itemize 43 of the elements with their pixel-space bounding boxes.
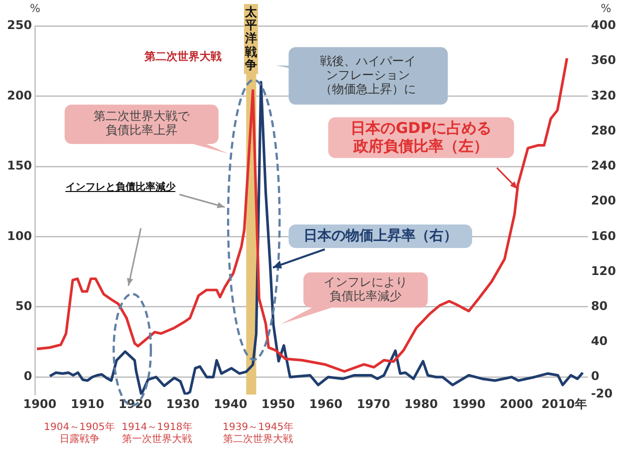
y2-tick-label: 200	[590, 194, 616, 208]
y2-tick-label: 0	[590, 369, 600, 384]
y2-tick-label: 280	[590, 123, 616, 138]
x-tick-label: 1990	[452, 396, 486, 411]
x-tick-label: 1960	[309, 396, 342, 411]
text: 日本の物価上昇率（右）	[302, 226, 458, 246]
annotation: 第二次世界大戦で負債比率上昇	[92, 108, 191, 140]
y2-tick-label: 400	[590, 18, 616, 32]
x-tick-label: 1970	[356, 396, 390, 411]
x-tick-label: 2010年	[541, 396, 587, 411]
y2-tick-label: 80	[590, 298, 608, 313]
x-tick-label: 2000	[500, 396, 534, 411]
annotation: 第二次世界大戦	[144, 50, 222, 63]
annotation: インフレと負債比率減少	[64, 180, 176, 194]
y2-tick-label: 120	[590, 264, 616, 278]
x-tick-label: 1980	[404, 396, 438, 411]
y-tick-label: 250	[6, 18, 32, 32]
text: 1914～1918年第一次世界大戦	[120, 421, 194, 447]
annotation: インフレにより負債比率減少	[322, 274, 409, 306]
x-tick-label: 1940	[214, 396, 248, 411]
x-tick-label: 1950	[261, 396, 295, 411]
annotation: 戦後、ハイパーインフレーション（物価急上昇）に	[319, 53, 418, 98]
band-label: 太平洋戦争	[244, 4, 258, 74]
y-tick-label: 50	[15, 298, 32, 313]
text: 日本のGDPに占める政府負債比率（左）	[350, 118, 492, 157]
y2-tick-label: 320	[590, 88, 616, 102]
y2-tick-label: 240	[590, 158, 616, 173]
x-tick-label: 1920	[118, 396, 152, 411]
y2-axis-title: %	[600, 2, 612, 16]
y-axis-title: %	[28, 2, 42, 16]
y-tick-label: 0	[24, 369, 32, 384]
y2-tick-label: 160	[590, 228, 616, 243]
x-tick-label: 1900	[23, 396, 57, 411]
text: 1939～1945年第二次世界大戦	[222, 421, 295, 447]
y2-tick-label: 360	[590, 53, 616, 68]
y-tick-label: 200	[6, 88, 32, 102]
y-tick-label: 150	[6, 158, 32, 173]
x-tick-label: 1910	[70, 396, 104, 411]
x-tick-label: 1930	[166, 396, 200, 411]
y2-tick-label: -20	[590, 386, 613, 401]
y2-tick-label: 40	[590, 334, 608, 348]
text: 1904～1905年日露戦争	[42, 421, 116, 447]
y-tick-label: 100	[6, 228, 32, 243]
